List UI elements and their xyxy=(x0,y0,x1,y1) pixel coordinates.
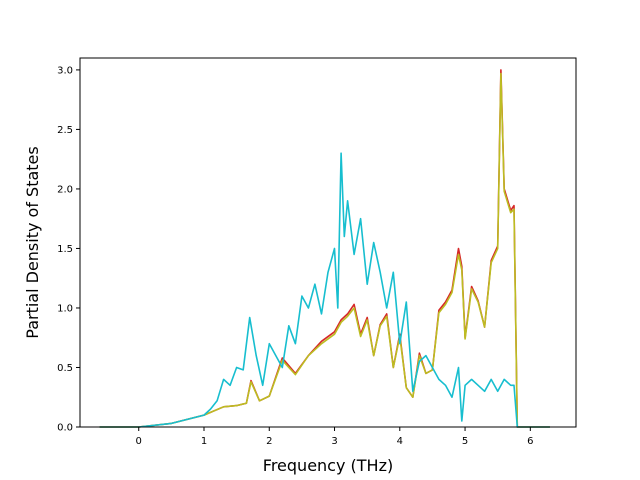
x-tick-label: 0 xyxy=(136,436,142,447)
x-tick-label: 6 xyxy=(527,436,533,447)
y-axis-ticks: 0.0 0.5 1.0 1.5 2.0 2.5 3.0 xyxy=(57,65,80,434)
x-axis-label: Frequency (THz) xyxy=(263,456,393,475)
y-tick-label: 0.5 xyxy=(57,363,73,374)
series-lines xyxy=(99,69,550,428)
y-axis-label: Partial Density of States xyxy=(23,146,42,338)
y-tick-label: 1.0 xyxy=(57,303,73,314)
x-tick-label: 5 xyxy=(462,436,468,447)
y-tick-label: 2.5 xyxy=(57,125,73,136)
series-line-1 xyxy=(99,69,550,428)
x-axis-ticks: 0 1 2 3 4 5 6 xyxy=(136,427,534,447)
series-line-2 xyxy=(99,72,550,428)
x-tick-label: 4 xyxy=(397,436,403,447)
y-tick-label: 3.0 xyxy=(57,65,73,76)
x-tick-label: 1 xyxy=(201,436,207,447)
y-tick-label: 0.0 xyxy=(57,423,73,434)
x-tick-label: 2 xyxy=(266,436,272,447)
plot-frame xyxy=(79,57,577,428)
y-tick-label: 2.0 xyxy=(57,184,73,195)
series-line-3 xyxy=(99,152,550,428)
x-tick-label: 3 xyxy=(331,436,337,447)
y-tick-label: 1.5 xyxy=(57,244,73,255)
